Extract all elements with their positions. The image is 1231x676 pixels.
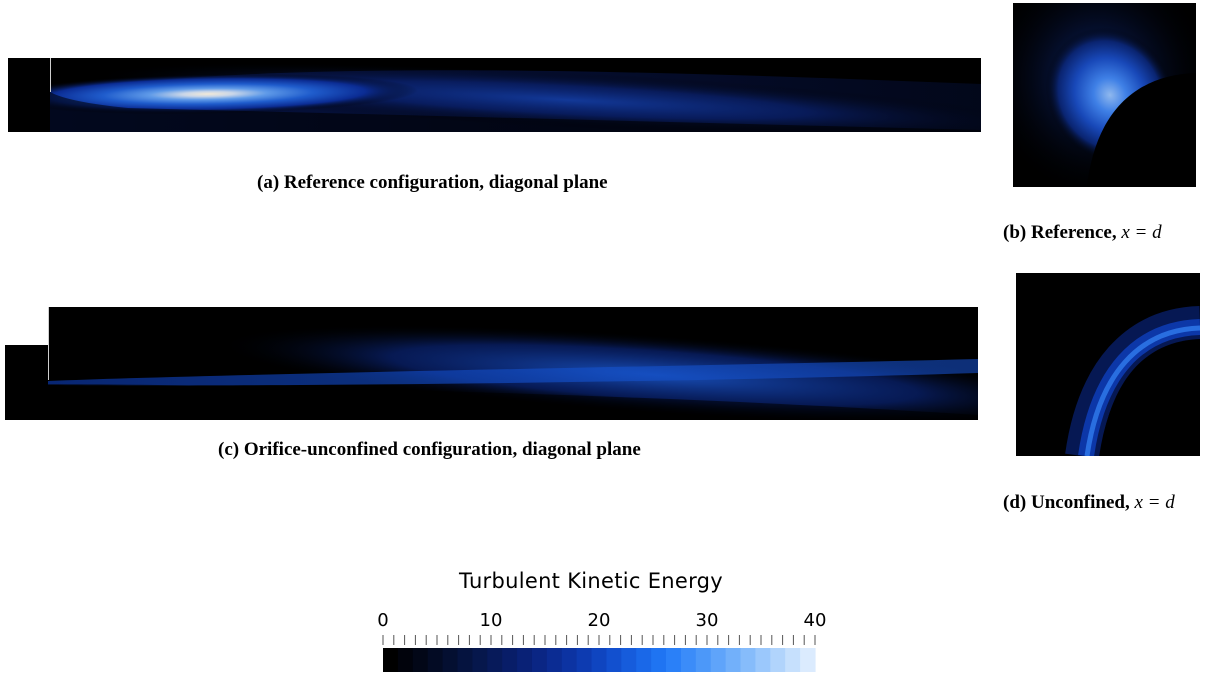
caption-a-text: Reference configuration, diagonal plane (283, 172, 608, 193)
colorbar-swatch-15 (606, 648, 622, 672)
colorbar-swatch-5 (457, 648, 473, 672)
colorbar (382, 635, 816, 672)
panel-d-unconfined-cross-section (1016, 273, 1200, 456)
colorbar-swatch-21 (695, 648, 712, 672)
colorbar-swatch-14 (591, 648, 608, 672)
panel-b-reference-cross-section (1013, 3, 1196, 187)
colorbar-swatch-27 (785, 648, 801, 672)
colorbar-title: Turbulent Kinetic Energy (459, 569, 724, 593)
colorbar-swatch-28 (800, 648, 816, 672)
caption-a: (a) Reference configuration, diagonal pl… (257, 172, 608, 194)
colorbar-swatch-16 (621, 648, 637, 672)
caption-d: (d) Unconfined, x = d (1003, 492, 1175, 514)
caption-c-label: (c) (218, 439, 240, 460)
colorbar-swatch-26 (770, 648, 786, 672)
colorbar-swatch-4 (442, 648, 459, 672)
colorbar-swatch-3 (427, 648, 444, 672)
colorbar-swatch-6 (472, 648, 488, 672)
colorbar-tick-label-10: 10 (479, 610, 503, 631)
panel-a-reference-diagonal (8, 58, 981, 132)
colorbar-swatch-1 (397, 648, 414, 672)
colorbar-swatch-12 (561, 648, 578, 672)
colorbar-tick-label-20: 20 (587, 610, 611, 631)
caption-a-label: (a) (257, 172, 280, 193)
colorbar-swatch-23 (725, 648, 742, 672)
colorbar-swatch-9 (517, 648, 533, 672)
caption-b-label: (b) (1003, 222, 1027, 243)
colorbar-swatch-0 (383, 648, 399, 672)
colorbar-swatch-25 (755, 648, 771, 672)
colorbar-swatch-18 (651, 648, 667, 672)
colorbar-tick-labels: 0 10 20 30 40 (377, 610, 826, 632)
caption-d-text: Unconfined, (1030, 492, 1130, 513)
colorbar-swatch-7 (487, 648, 503, 672)
caption-b-text: Reference, (1030, 222, 1117, 243)
panel-a-contour (8, 58, 981, 132)
colorbar-swatch-22 (710, 648, 727, 672)
panel-b-contour (1013, 3, 1196, 187)
panel-c-contour (5, 307, 978, 420)
caption-b-math: x = d (1121, 222, 1162, 243)
panel-c-unconfined-diagonal (5, 307, 978, 420)
colorbar-tick-label-30: 30 (695, 610, 719, 631)
panel-d-contour (1016, 273, 1200, 456)
colorbar-swatch-19 (666, 648, 682, 672)
colorbar-swatch-10 (531, 648, 548, 672)
colorbar-swatch-17 (636, 648, 652, 672)
caption-b: (b) Reference, x = d (1003, 222, 1162, 244)
colorbar-swatch-20 (680, 648, 697, 672)
caption-c-text: Orifice-unconfined configuration, diagon… (243, 439, 641, 460)
colorbar-swatch-8 (502, 648, 518, 672)
colorbar-swatch-11 (546, 648, 563, 672)
caption-c: (c) Orifice-unconfined configuration, di… (218, 439, 641, 461)
colorbar-swatch-2 (412, 648, 429, 672)
colorbar-swatch-13 (576, 648, 593, 672)
caption-d-math: x = d (1134, 492, 1175, 513)
colorbar-tick-label-40: 40 (803, 610, 827, 631)
colorbar-tick-label-0: 0 (377, 610, 389, 631)
caption-d-label: (d) (1003, 492, 1027, 513)
colorbar-swatch-24 (740, 648, 757, 672)
